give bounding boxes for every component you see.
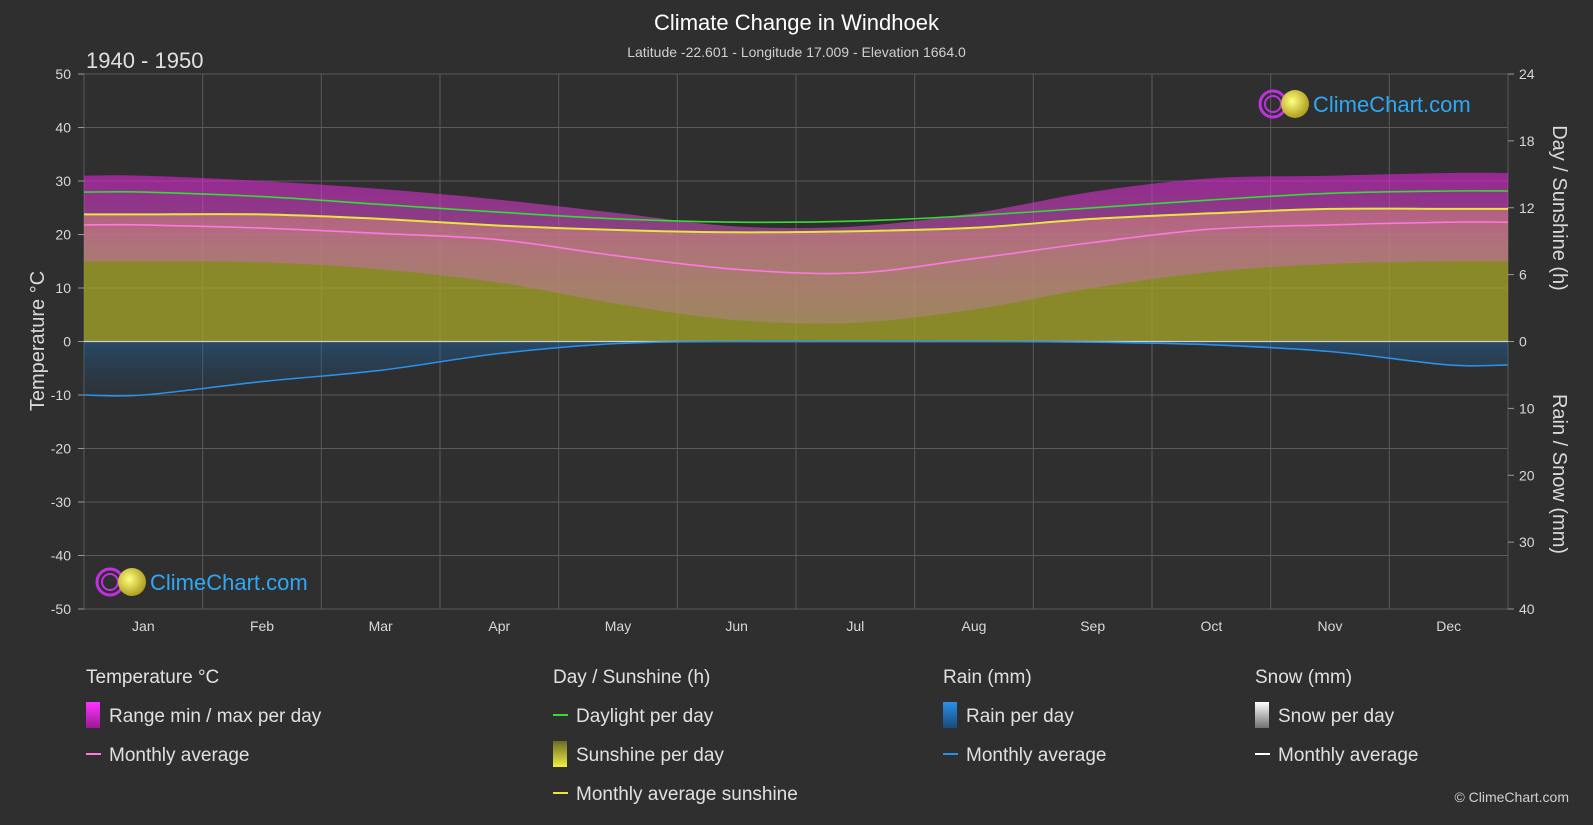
month-label: Dec [1436, 618, 1461, 634]
legend: Temperature °C Range min / max per day M… [86, 667, 1418, 805]
month-label: Jan [132, 618, 155, 634]
left-tick-label: -20 [51, 441, 71, 457]
month-label: Jun [725, 618, 748, 634]
chart-title: Climate Change in Windhoek [654, 10, 940, 35]
legend-snow-swatch [1255, 702, 1269, 728]
temperature-range-area [84, 172, 1508, 324]
legend-temp-avg-label: Monthly average [109, 745, 249, 766]
sunshine-avg-line [84, 207, 1508, 234]
legend-sunshine-avg-label: Monthly average sunshine [576, 784, 798, 805]
legend-range-swatch [86, 702, 100, 728]
legend-snow-avg-label: Monthly average [1278, 745, 1418, 766]
rain-area [84, 341, 1508, 395]
copyright[interactable]: © ClimeChart.com [1454, 789, 1569, 805]
right-axis-label-hours: Day / Sunshine (h) [1548, 125, 1570, 291]
data-lines [84, 190, 1508, 397]
chart-subtitle: Latitude -22.601 - Longitude 17.009 - El… [627, 44, 966, 60]
left-axis-label: Temperature °C [27, 271, 49, 411]
month-label: Mar [369, 618, 393, 634]
logo-bottom[interactable]: ClimeChart.com [95, 567, 308, 597]
period-label: 1940 - 1950 [86, 48, 203, 73]
left-tick-label: -40 [51, 548, 71, 564]
right-mm-tick-label: 20 [1519, 467, 1535, 483]
right-hours-tick-label: 12 [1519, 200, 1535, 216]
axis-ticks: 50 40 30 20 10 0 -10 -20 -30 -40 -50 24 18 12 6 0 10 20 30… [51, 66, 1535, 634]
left-tick-label: -30 [51, 494, 71, 510]
legend-rain-label: Rain per day [966, 706, 1074, 727]
temperature-avg-line [84, 221, 1508, 275]
logo-text: ClimeChart.com [150, 570, 308, 595]
right-axis-label-mm: Rain / Snow (mm) [1548, 394, 1570, 554]
data-areas [84, 172, 1508, 395]
month-label: Jul [846, 618, 864, 634]
right-mm-tick-label: 40 [1519, 601, 1535, 617]
logo-top[interactable]: ClimeChart.com [1258, 89, 1471, 119]
left-tick-label: -50 [51, 601, 71, 617]
month-label: May [605, 618, 631, 634]
legend-snow-label: Snow per day [1278, 706, 1395, 727]
left-tick-label: -10 [51, 387, 71, 403]
legend-range-label: Range min / max per day [109, 706, 322, 727]
left-tick-label: 30 [55, 173, 71, 189]
right-mm-tick-label: 30 [1519, 534, 1535, 550]
month-label: Sep [1080, 618, 1105, 634]
right-hours-tick-label: 18 [1519, 133, 1535, 149]
month-label: Aug [962, 618, 987, 634]
daylight-line [84, 190, 1508, 224]
month-label: Apr [488, 618, 510, 634]
legend-rain-avg-label: Monthly average [966, 745, 1106, 766]
logo-text: ClimeChart.com [1313, 92, 1471, 117]
right-hours-tick-label: 24 [1519, 66, 1535, 82]
right-hours-tick-label: 0 [1519, 334, 1527, 350]
legend-rain-heading: Rain (mm) [943, 667, 1032, 688]
legend-daylight-label: Daylight per day [576, 706, 714, 727]
legend-sunshine-label: Sunshine per day [576, 745, 724, 766]
month-label: Oct [1200, 618, 1222, 634]
right-hours-tick-label: 6 [1519, 267, 1527, 283]
left-tick-label: 10 [55, 280, 71, 296]
legend-sun-heading: Day / Sunshine (h) [553, 667, 710, 688]
logo-icon [1258, 89, 1309, 119]
legend-rain-swatch [943, 702, 957, 728]
left-tick-label: 50 [55, 66, 71, 82]
left-tick-label: 20 [55, 227, 71, 243]
left-tick-label: 0 [63, 334, 71, 350]
legend-snow-heading: Snow (mm) [1255, 667, 1352, 688]
rain-avg-line [84, 340, 1508, 397]
right-mm-tick-label: 10 [1519, 400, 1535, 416]
left-tick-label: 40 [55, 120, 71, 136]
legend-sunshine-swatch [553, 741, 567, 767]
month-label: Nov [1318, 618, 1343, 634]
month-label: Feb [250, 618, 274, 634]
logo-icon [95, 567, 146, 597]
legend-temperature-heading: Temperature °C [86, 667, 219, 688]
